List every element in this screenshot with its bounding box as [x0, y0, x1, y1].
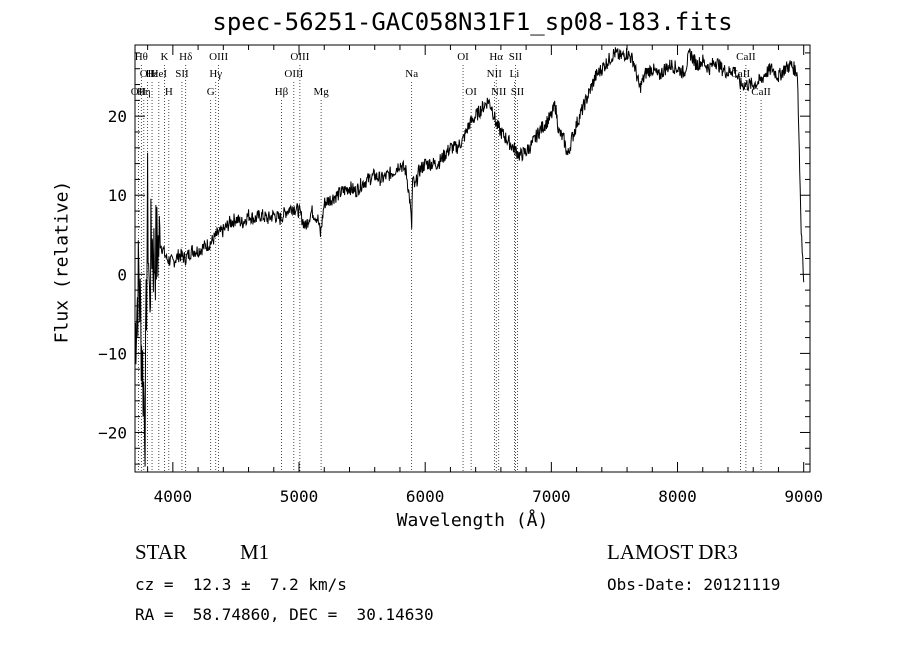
- line-label-24: SII: [509, 51, 523, 63]
- x-tick-label-3: 7000: [532, 487, 571, 506]
- x-tick-label-1: 5000: [280, 487, 319, 506]
- line-label-7: H: [165, 86, 173, 98]
- line-label-9: Hδ: [179, 51, 192, 63]
- line-label-12: OIII: [209, 51, 228, 63]
- survey-name: LAMOST DR3: [607, 540, 738, 564]
- line-label-13: Hβ: [275, 86, 289, 98]
- x-tick-label-5: 9000: [784, 487, 823, 506]
- line-label-4: Hε: [146, 68, 159, 80]
- line-label-22: NII: [491, 86, 507, 98]
- spectrum-series-line: [134, 47, 805, 467]
- y-axis-ticks: −20 −10 0 10 20: [98, 52, 810, 465]
- chart-title: spec-56251-GAC058N31F1_sp08-183.fits: [212, 8, 733, 36]
- line-label-20: NII: [487, 68, 503, 80]
- y-tick-label-0: −20: [98, 423, 127, 442]
- obs-date-text: Obs-Date: 20121119: [607, 575, 781, 594]
- y-tick-label-3: 10: [108, 186, 127, 205]
- coordinates-text: RA = 58.74860, DEC = 30.14630: [135, 605, 434, 624]
- line-label-10: G: [207, 86, 215, 98]
- y-tick-label-2: 0: [117, 265, 127, 284]
- line-label-18: OI: [457, 51, 469, 63]
- line-label-27: CaII: [736, 51, 756, 63]
- line-label-28: CaII: [751, 86, 771, 98]
- x-tick-label-0: 4000: [154, 487, 193, 506]
- y-axis-label: Flux (relative): [51, 180, 73, 344]
- redshift-text: cz = 12.3 ± 7.2 km/s: [135, 575, 347, 594]
- y-tick-label-1: −10: [98, 344, 127, 363]
- line-label-6: K: [161, 51, 169, 63]
- line-markers: [138, 65, 762, 472]
- line-label-5: HeI: [151, 68, 168, 80]
- line-label-15: OIII: [290, 51, 309, 63]
- line-label-17: Na: [405, 68, 418, 80]
- object-subclass: M1: [240, 540, 270, 564]
- plot-frame: [134, 44, 811, 473]
- line-label-11: Hγ: [209, 68, 222, 80]
- x-axis-label: Wavelength (Å): [396, 510, 549, 531]
- line-label-21: Hα: [489, 51, 503, 63]
- x-tick-label-2: 6000: [406, 487, 445, 506]
- line-label-2: Hη: [137, 86, 151, 98]
- line-labels: OIIHθHηOIIHεHeIKHSIIHδGHγOIIIHβOIIIOIIIM…: [131, 51, 771, 98]
- line-label-8: SII: [175, 68, 189, 80]
- x-tick-label-4: 8000: [658, 487, 697, 506]
- line-label-19: OI: [465, 86, 477, 98]
- line-label-16: Mg: [313, 86, 329, 98]
- x-axis-ticks: 4000 5000 6000 7000 8000 9000: [147, 45, 823, 506]
- line-label-25: SII: [511, 86, 525, 98]
- object-class: STAR: [135, 540, 187, 564]
- y-tick-label-4: 20: [108, 107, 127, 126]
- line-label-0: OII: [131, 86, 147, 98]
- line-label-23: Li: [509, 68, 519, 80]
- line-label-3: OII: [140, 68, 156, 80]
- line-label-14: OIII: [284, 68, 303, 80]
- line-label-1: Hθ: [135, 51, 148, 63]
